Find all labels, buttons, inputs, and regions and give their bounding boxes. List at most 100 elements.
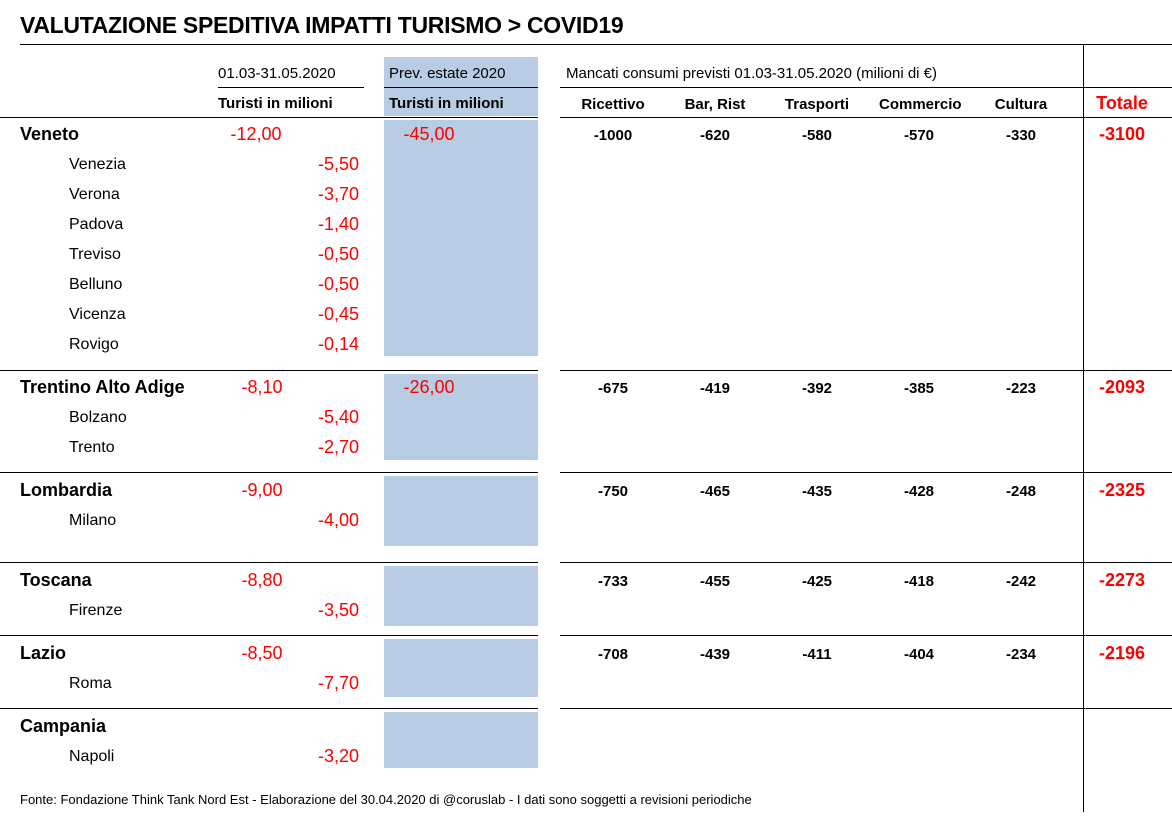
consumption-bar-rist: -455 [699,573,731,590]
tourists-subheader: Turisti in milioni [218,95,333,112]
consumption-cultura: -330 [1005,127,1037,144]
separator-5 [0,708,538,709]
total-header: Totale [1096,93,1148,113]
city-tourists: -5,50 [317,154,359,174]
city-tourists: -0,50 [317,274,359,294]
city-tourists: -7,70 [317,673,359,693]
region-tourists: -8,10 [241,377,283,397]
city-tourists: -0,14 [317,334,359,354]
city-tourists: -5,40 [317,407,359,427]
city-name: Milano [69,512,117,529]
consumption-cultura: -234 [1005,646,1037,663]
region-total: -3100 [1098,124,1146,144]
region-tourists: -8,80 [241,570,283,590]
city-name: Firenze [69,602,123,619]
header-bottom-rule [0,117,538,118]
separator-2 [0,472,538,473]
separator-1-right [560,370,1172,371]
forecast-band-campania [384,712,538,768]
header-bottom-rule-right [560,117,1172,118]
period-rule [218,87,364,88]
city-tourists: -2,70 [317,437,359,457]
consumption-ricettivo: -733 [597,573,629,590]
city-name: Vicenza [69,306,126,323]
city-name: Bolzano [69,409,127,426]
city-tourists: -3,20 [317,746,359,766]
total-column-rule [1083,44,1084,812]
forecast-band-lazio [384,639,538,697]
city-name: Padova [69,216,124,233]
category-trasporti: Trasporti [784,96,850,113]
forecast-subheader: Turisti in milioni [389,95,504,112]
city-name: Treviso [69,246,121,263]
consumption-bar-rist: -439 [699,646,731,663]
period-header: 01.03-31.05.2020 [218,65,336,82]
region-forecast: -26,00 [403,377,455,397]
city-name: Napoli [69,748,115,765]
region-forecast: -45,00 [403,124,455,144]
region-trentino-alto-adige: Trentino Alto Adige [20,377,185,397]
consumption-commercio: -385 [903,380,935,397]
city-name: Verona [69,186,120,203]
region-campania: Campania [20,716,107,736]
category-ricettivo: Ricettivo [581,96,645,113]
region-total: -2196 [1098,643,1146,663]
consumption-cultura: -223 [1005,380,1037,397]
separator-1 [0,370,538,371]
region-veneto: Veneto [20,124,80,144]
region-toscana: Toscana [20,570,92,590]
separator-4-right [560,635,1172,636]
region-total: -2273 [1098,570,1146,590]
consumption-bar-rist: -419 [699,380,731,397]
separator-3-right [560,562,1172,563]
forecast-header: Prev. estate 2020 [389,65,506,82]
city-tourists: -1,40 [317,214,359,234]
consumption-bar-rist: -465 [699,483,731,500]
forecast-band-lombardia [384,476,538,546]
category-cultura: Cultura [994,96,1048,113]
consumption-ricettivo: -1000 [593,127,633,144]
region-total: -2093 [1098,377,1146,397]
consumption-trasporti: -392 [801,380,833,397]
region-tourists: -8,50 [241,643,283,663]
separator-4 [0,635,538,636]
city-name: Belluno [69,276,123,293]
consumption-trasporti: -580 [801,127,833,144]
consumption-trasporti: -411 [802,646,832,663]
forecast-band-veneto [384,120,538,356]
category-commercio: Commercio [879,96,962,113]
city-tourists: -3,50 [317,600,359,620]
consumption-commercio: -418 [903,573,935,590]
region-lombardia: Lombardia [20,480,113,500]
region-tourists: -12,00 [230,124,282,144]
category-bar-rist: Bar, Rist [684,96,746,113]
forecast-band-trentino [384,374,538,460]
consumption-trasporti: -435 [801,483,833,500]
consumption-bar-rist: -620 [699,127,731,144]
city-tourists: -3,70 [317,184,359,204]
consumption-ricettivo: -708 [597,646,629,663]
region-lazio: Lazio [20,643,67,663]
consumption-cultura: -242 [1005,573,1037,590]
city-tourists: -0,50 [317,244,359,264]
city-name: Venezia [69,156,126,173]
consumption-ricettivo: -750 [597,483,629,500]
separator-3 [0,562,538,563]
source-footer: Fonte: Fondazione Think Tank Nord Est - … [20,792,752,807]
consumption-commercio: -570 [903,127,935,144]
consumption-trasporti: -425 [801,573,833,590]
city-name: Trento [69,439,115,456]
city-tourists: -4,00 [317,510,359,530]
title-underline [20,44,1172,45]
city-name: Rovigo [69,336,119,353]
separator-2-right [560,472,1172,473]
separator-5-right [560,708,1172,709]
region-tourists: -9,00 [241,480,283,500]
forecast-rule [384,87,538,88]
forecast-band-toscana [384,566,538,626]
consumption-ricettivo: -675 [597,380,629,397]
region-total: -2325 [1098,480,1146,500]
consumption-rule [560,87,1172,88]
city-tourists: -0,45 [317,304,359,324]
page-title: VALUTAZIONE SPEDITIVA IMPATTI TURISMO > … [20,12,624,38]
